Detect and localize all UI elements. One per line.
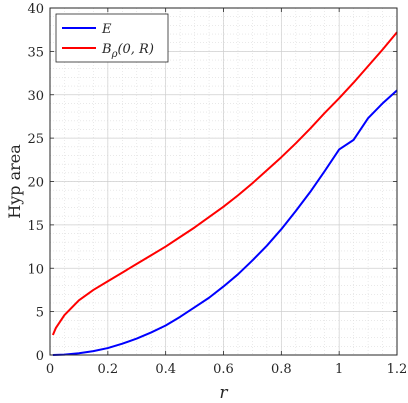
- tick-labels: 0 0.2 0.4 0.6 0.8 1 1.2 0 5 10 15 20 25 30 35 40: [27, 2, 407, 377]
- x-axis-label: r: [219, 383, 228, 403]
- y-tick-label: 10: [27, 262, 44, 277]
- x-tick-label: 0.4: [155, 362, 176, 377]
- legend-label-b-rho: Bρ(0, R): [101, 42, 154, 60]
- y-tick-label: 30: [27, 89, 44, 104]
- y-tick-label: 25: [27, 132, 44, 147]
- legend-label-e: E: [101, 22, 112, 37]
- x-tick-label: 1.2: [387, 362, 408, 377]
- x-tick-label: 0: [46, 362, 54, 377]
- legend: E Bρ(0, R): [55, 13, 169, 63]
- y-tick-label: 40: [27, 2, 44, 17]
- y-tick-label: 15: [27, 219, 44, 234]
- series-layer: [51, 31, 398, 356]
- y-tick-label: 35: [27, 45, 44, 60]
- axis-ticks: [49, 7, 398, 356]
- series-line-1: [51, 31, 398, 336]
- x-tick-label: 0.6: [213, 362, 234, 377]
- y-tick-label: 5: [36, 306, 44, 321]
- major-grid: [50, 8, 397, 355]
- x-tick-label: 0.8: [271, 362, 292, 377]
- x-tick-label: 0.2: [97, 362, 118, 377]
- legend-box: [55, 13, 169, 63]
- y-axis-label: Hyp area: [5, 144, 24, 219]
- y-tick-label: 0: [36, 349, 44, 364]
- x-tick-label: 1: [335, 362, 343, 377]
- y-tick-label: 20: [27, 176, 44, 191]
- series-line-0: [52, 89, 398, 356]
